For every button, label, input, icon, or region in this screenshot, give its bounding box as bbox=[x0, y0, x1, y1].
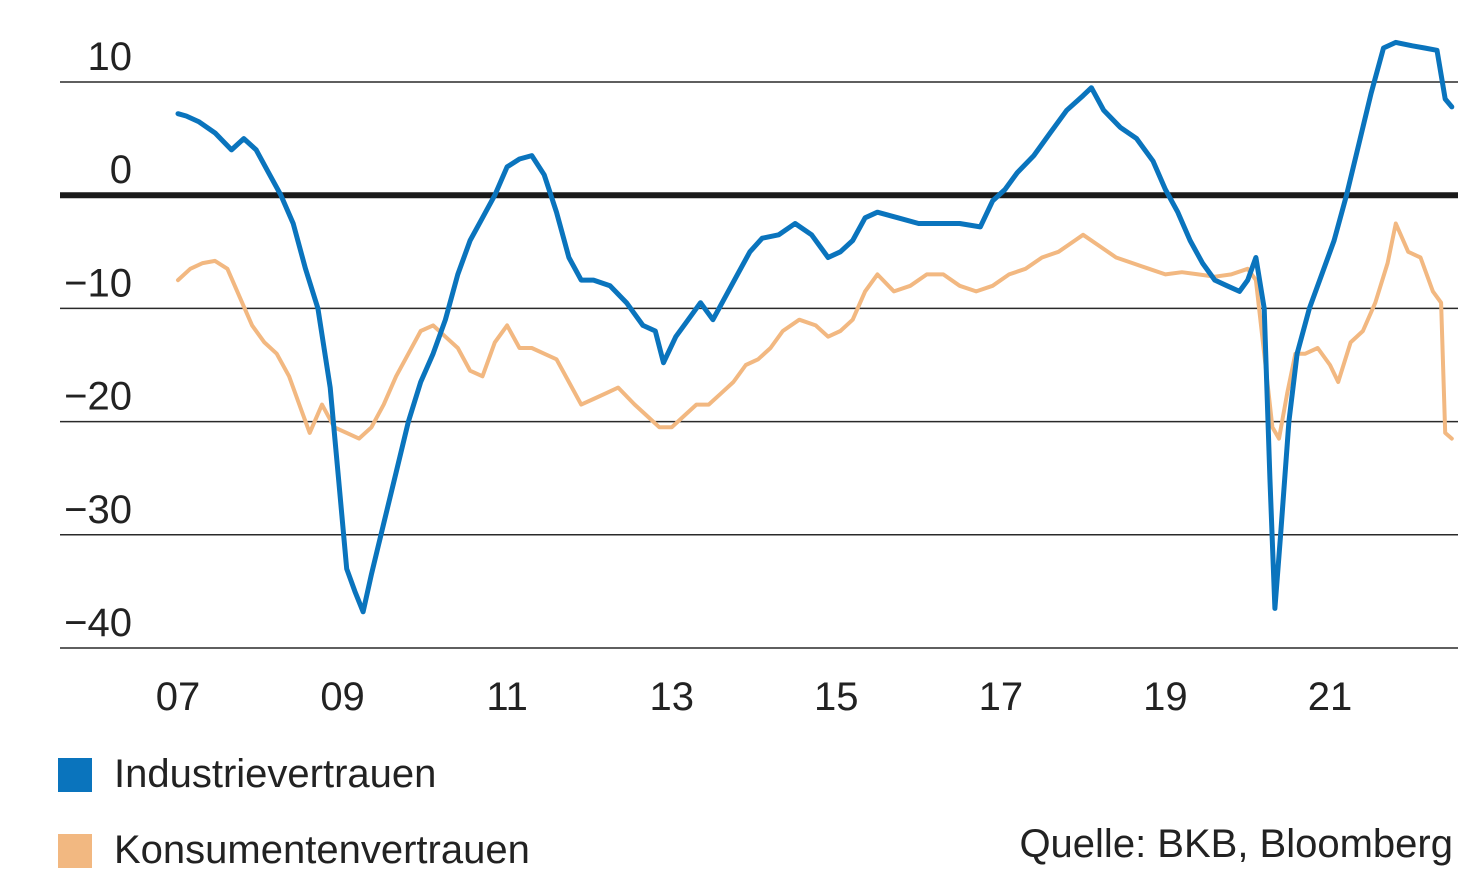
x-tick-label: 09 bbox=[320, 675, 365, 719]
series-line-konsumentenvertrauen bbox=[176, 221, 1454, 441]
chart-area: 10 0 −10 −20 −30 −40 07 09 11 13 15 17 19 21 bbox=[60, 35, 1458, 719]
x-tick-label: 11 bbox=[486, 675, 528, 719]
source-label: Quelle: BKB, Bloomberg bbox=[1019, 822, 1453, 866]
legend-swatch-konsumentenvertrauen bbox=[58, 833, 92, 868]
x-tick-label: 17 bbox=[979, 675, 1024, 719]
y-tick-label: 0 bbox=[110, 148, 132, 192]
x-tick-label: 07 bbox=[156, 675, 201, 719]
series-line-industrievertrauen bbox=[175, 39, 1455, 615]
legend-item-konsumentenvertrauen: Konsumentenvertrauen bbox=[58, 828, 530, 873]
legend-swatch-industrievertrauen bbox=[58, 757, 92, 792]
x-tick-label: 15 bbox=[814, 675, 859, 719]
gridlines bbox=[60, 81, 1458, 649]
x-tick-label: 19 bbox=[1143, 675, 1188, 719]
y-tick-label: −10 bbox=[64, 261, 132, 305]
y-axis-tick-labels: 10 0 −10 −20 −30 −40 bbox=[64, 35, 132, 645]
x-tick-label: 13 bbox=[649, 675, 694, 719]
legend-label-industrievertrauen: Industrievertrauen bbox=[114, 752, 437, 796]
x-axis-tick-labels: 07 09 11 13 15 17 19 21 bbox=[156, 675, 1353, 719]
series-lines bbox=[175, 39, 1455, 615]
y-tick-label: −20 bbox=[64, 375, 132, 419]
x-tick-label: 21 bbox=[1308, 675, 1353, 719]
y-tick-label: −40 bbox=[64, 601, 132, 645]
y-tick-label: −30 bbox=[64, 488, 132, 532]
y-tick-label: 10 bbox=[88, 35, 133, 79]
legend-label-konsumentenvertrauen: Konsumentenvertrauen bbox=[114, 828, 530, 872]
legend-item-industrievertrauen: Industrievertrauen bbox=[58, 752, 436, 797]
